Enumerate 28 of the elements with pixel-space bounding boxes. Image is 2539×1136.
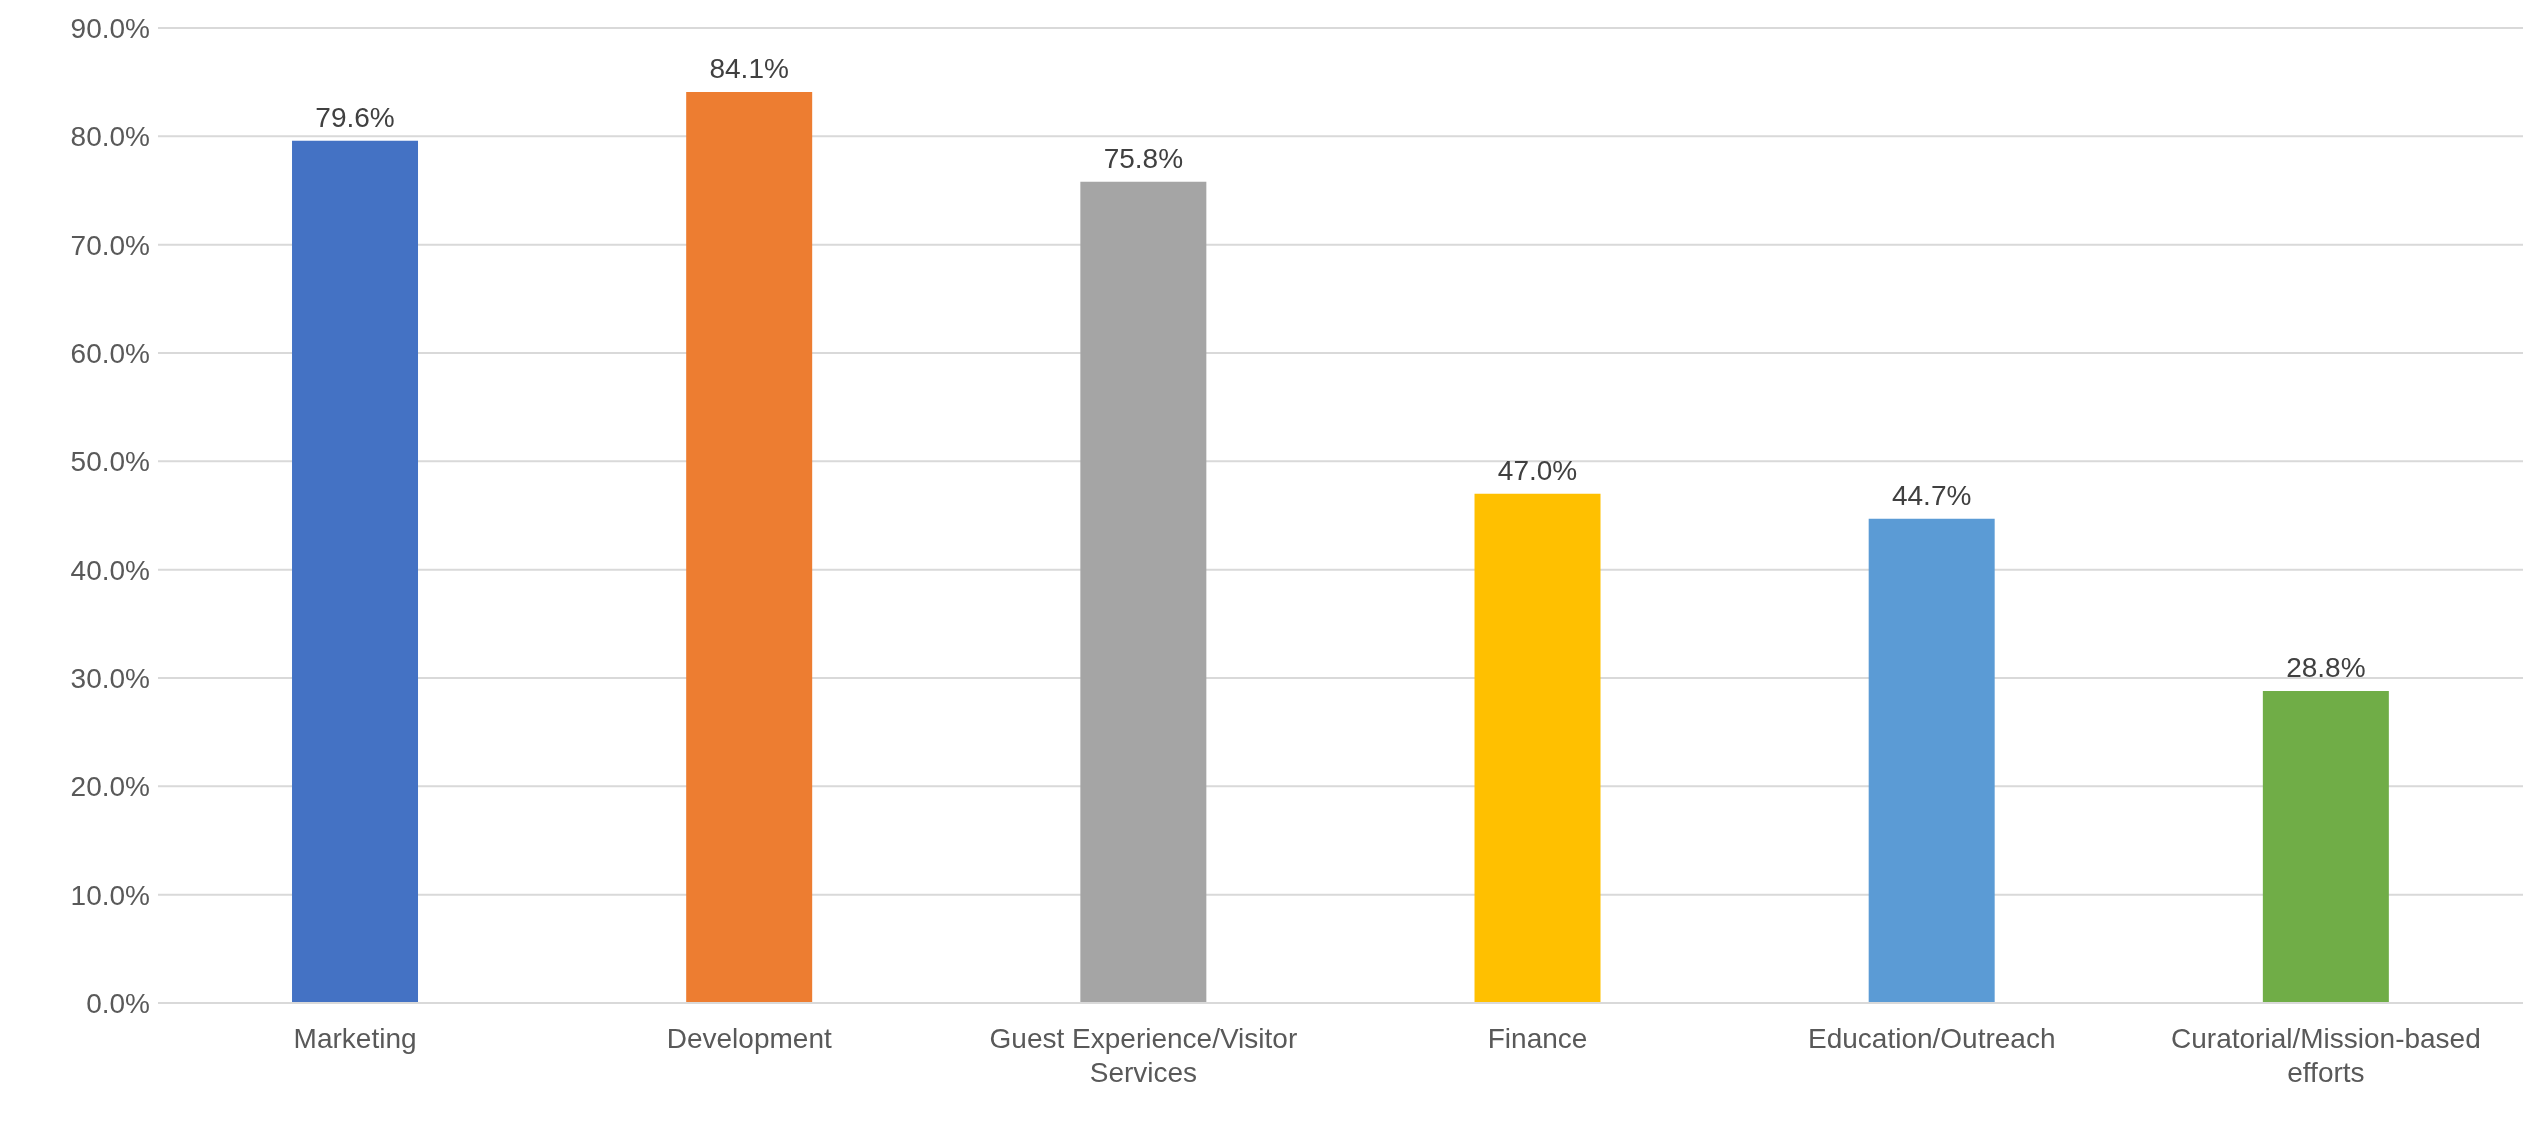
data-label: 75.8%: [1103, 142, 1184, 174]
data-label: 47.0%: [1497, 454, 1578, 486]
x-tick-label: Finance: [1487, 1023, 1588, 1055]
y-tick-label: 80.0%: [70, 121, 150, 153]
y-tick-label: 10.0%: [70, 879, 150, 911]
bar: [292, 140, 419, 1003]
y-tick-label: 60.0%: [70, 337, 150, 369]
data-label: 44.7%: [1891, 479, 1972, 511]
data-label: 28.8%: [2286, 652, 2366, 683]
y-tick-label: 0.0%: [86, 987, 150, 1019]
x-tick-label: Education/Outreach: [1808, 1023, 2056, 1055]
bar: [2262, 691, 2389, 1003]
bar: [1080, 181, 1207, 1003]
y-tick-label: 90.0%: [70, 12, 150, 44]
bar: [1868, 518, 1995, 1003]
y-tick-label: 30.0%: [70, 662, 150, 694]
y-tick-label: 20.0%: [70, 771, 150, 803]
x-tick-label: Guest Experience/Visitor Services: [989, 1023, 1298, 1088]
y-tick-label: 70.0%: [70, 229, 150, 261]
bar: [686, 91, 813, 1003]
x-tick-label: Curatorial/Mission-based efforts: [2171, 1023, 2481, 1088]
data-label: 84.1%: [709, 52, 789, 84]
bar: [1474, 493, 1601, 1003]
x-tick-label: Marketing: [293, 1023, 417, 1055]
data-label: 79.6%: [315, 101, 395, 133]
y-tick-label: 40.0%: [70, 554, 150, 586]
x-tick-label: Development: [666, 1023, 832, 1055]
y-tick-label: 50.0%: [70, 446, 150, 478]
